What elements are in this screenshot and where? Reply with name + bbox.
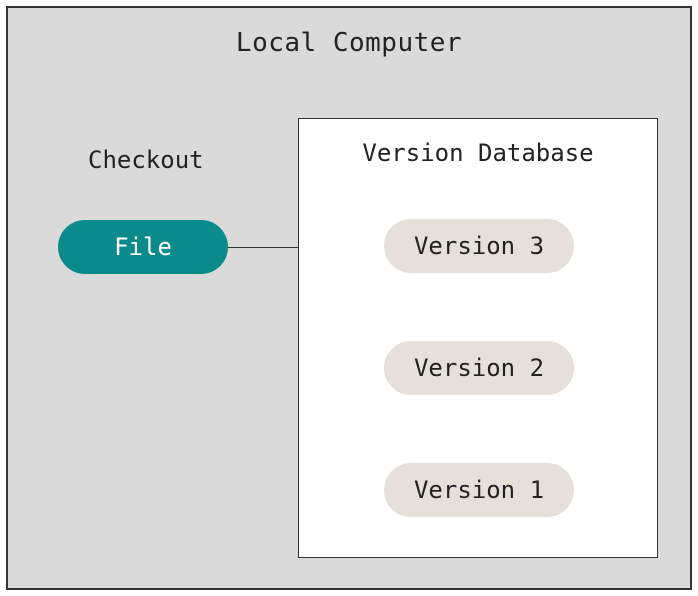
version-node-3-label: Version 3 bbox=[414, 232, 544, 260]
version-node-1-label: Version 1 bbox=[414, 476, 544, 504]
version-node-2: Version 2 bbox=[384, 341, 574, 395]
version-node-1: Version 1 bbox=[384, 463, 574, 517]
version-node-3: Version 3 bbox=[384, 219, 574, 273]
diagram-title: Local Computer bbox=[8, 28, 690, 58]
version-node-2-label: Version 2 bbox=[414, 354, 544, 382]
file-node-label: File bbox=[114, 233, 172, 261]
file-node: File bbox=[58, 220, 228, 274]
checkout-label: Checkout bbox=[88, 146, 204, 174]
diagram-frame: Local Computer Checkout File Version Dat… bbox=[6, 6, 692, 590]
version-database-box: Version Database Version 3 Version 2 Ver… bbox=[298, 118, 658, 558]
version-database-title: Version Database bbox=[299, 139, 657, 167]
